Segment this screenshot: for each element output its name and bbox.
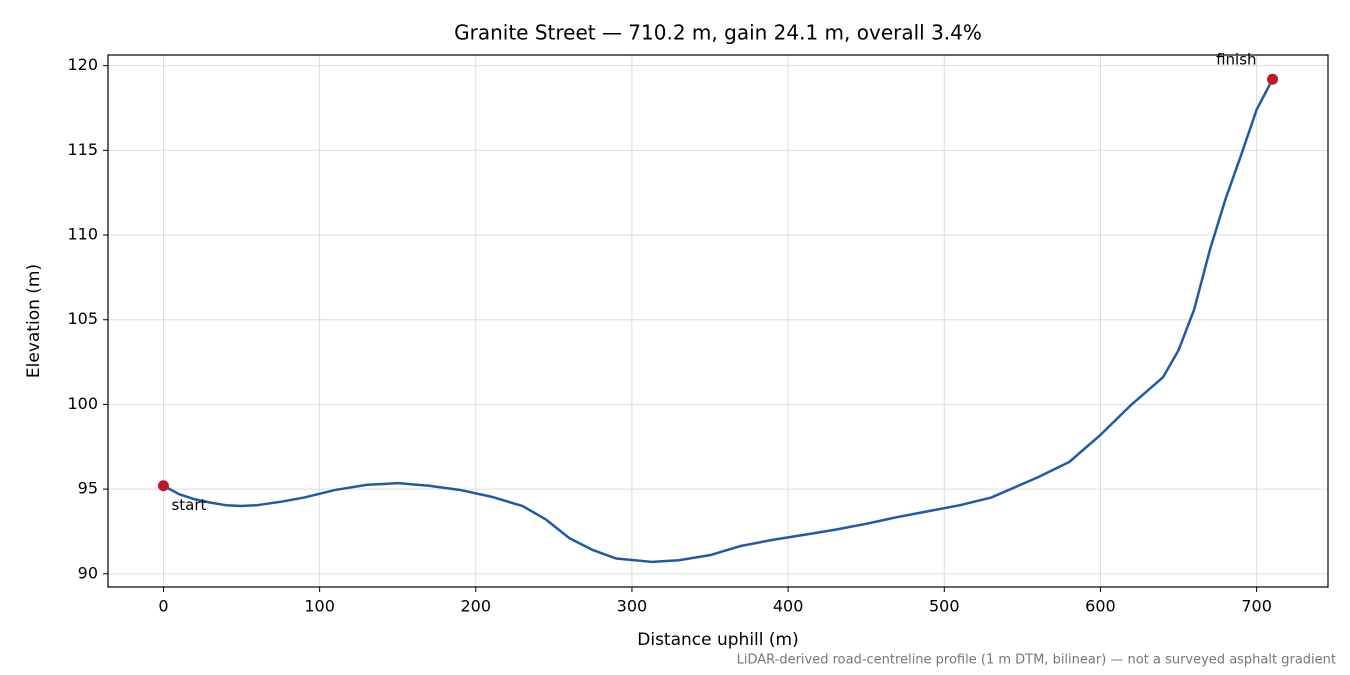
y-tick-label: 95 [78,479,98,498]
y-tick-label: 90 [78,563,98,582]
x-tick-label: 100 [304,597,335,616]
source-note: LiDAR-derived road-centreline profile (1… [737,653,1336,668]
x-tick-label: 600 [1085,597,1116,616]
x-tick-label: 700 [1241,597,1272,616]
annotation: finish [1216,51,1256,69]
endpoint-marker [1267,73,1279,85]
annotation: start [171,496,206,514]
y-tick-label: 100 [67,394,98,413]
y-tick-label: 115 [67,140,98,159]
x-tick-label: 200 [461,597,492,616]
plot-frame [107,54,1329,588]
x-tick-label: 300 [617,597,648,616]
y-tick-label: 120 [67,55,98,74]
y-tick-label: 105 [67,309,98,328]
x-tick-label: 400 [773,597,804,616]
chart-title: Granite Street — 710.2 m, gain 24.1 m, o… [454,21,982,45]
y-axis-label: Elevation (m) [24,264,44,378]
x-axis-label: Distance uphill (m) [637,630,798,650]
x-tick-label: 500 [929,597,960,616]
y-tick-label: 110 [67,225,98,244]
elevation-line [162,78,1274,564]
x-tick-label: 0 [158,597,168,616]
endpoint-marker [157,480,169,492]
